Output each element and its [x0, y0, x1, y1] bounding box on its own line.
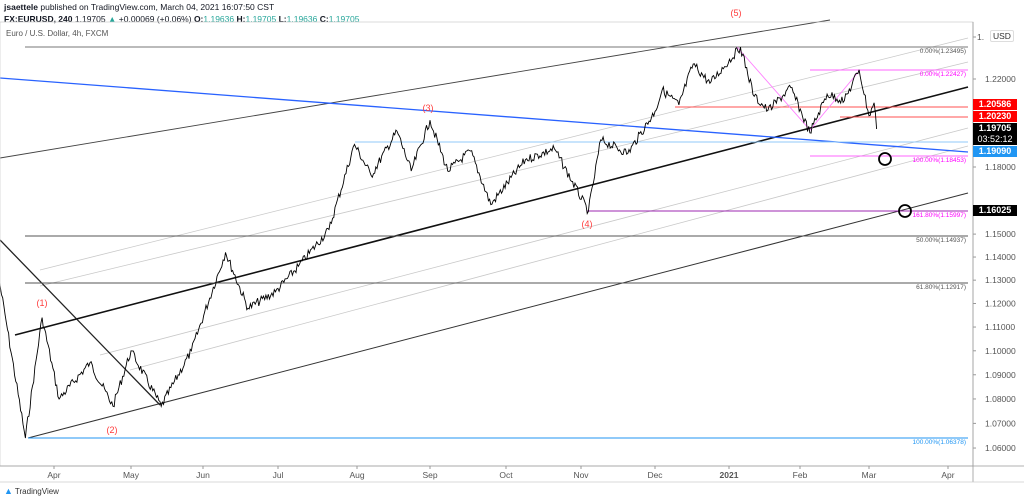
- price-tick-label: 1.06000: [985, 443, 1016, 453]
- price-badge: 1.20230: [973, 111, 1017, 122]
- triangle-up-icon: ▲: [107, 14, 117, 24]
- price-tick-label: 1.18000: [985, 162, 1016, 172]
- abc-pattern-line: [736, 46, 861, 131]
- last-price-badge: 1.19705: [973, 123, 1017, 134]
- lower-channel-line: [27, 192, 969, 439]
- wave-label-3: (3): [423, 103, 434, 113]
- price-tick-label: 1.11000: [985, 322, 1015, 332]
- price-tick-label: 1.22000: [985, 74, 1016, 84]
- wave-label-1: (1): [37, 298, 48, 308]
- fib-label: 61.80%(1.12917): [916, 284, 966, 291]
- time-tick-label: Jun: [196, 470, 210, 480]
- low-value: 1.19636: [286, 14, 318, 24]
- time-tick-label: Jul: [273, 470, 284, 480]
- close-label: C:: [319, 14, 329, 24]
- target-circle: [898, 204, 912, 218]
- time-tick-label: Aug: [349, 470, 364, 480]
- price-tick-label: 1.10000: [985, 346, 1016, 356]
- fib-label: 0.00%(1.22427): [920, 71, 966, 78]
- price-series: [0, 47, 878, 439]
- annotations: (1) (2) (3) (4) (5) 0.00%(1.23495) 50.00…: [37, 8, 967, 446]
- open-label: O:: [193, 14, 204, 24]
- tradingview-logo-icon: ▲: [4, 486, 13, 496]
- price-tick-label: 1.12000: [985, 298, 1016, 308]
- axes: 1. 1.22000 1.18000 1.15000 1.14000 1.13000 1.1…: [0, 21, 1024, 483]
- brand-name: TradingView: [14, 486, 59, 496]
- price-tick-label: 1.15000: [985, 229, 1016, 239]
- chart-legend: Euro / U.S. Dollar, 4h, FXCM: [6, 29, 109, 38]
- high-label: H:: [236, 14, 246, 24]
- channel-line: [129, 145, 969, 371]
- upper-channel-line: [0, 19, 831, 159]
- descending-trendline: [0, 239, 161, 406]
- fib-label: 161.80%(1.15997): [913, 212, 967, 219]
- target-circle: [878, 152, 892, 166]
- symbol: FX:EURUSD, 240: [4, 14, 73, 24]
- channel-line: [39, 61, 969, 287]
- channel-line: [39, 37, 969, 271]
- time-tick-label: 2021: [720, 470, 739, 480]
- price-badge: 1.19090: [973, 146, 1017, 157]
- published-text: published on TradingView.com, March 04, …: [40, 2, 275, 12]
- wave-label-5: (5): [731, 8, 742, 18]
- price-tick-label: 1.14000: [985, 252, 1016, 262]
- symbol-info: FX:EURUSD, 240 1.19705 ▲ +0.00069 (+0.06…: [4, 14, 359, 24]
- time-tick-label: Oct: [499, 470, 513, 480]
- low-label: L:: [278, 14, 287, 24]
- open-value: 1.19636: [203, 14, 235, 24]
- fib-label: 0.00%(1.23495): [920, 48, 966, 55]
- channel-line: [99, 127, 969, 356]
- close-value: 1.19705: [328, 14, 360, 24]
- time-tick-label: Mar: [862, 470, 877, 480]
- last-price: 1.19705: [74, 14, 106, 24]
- price-tick-label: 1.09000: [985, 370, 1016, 380]
- author[interactable]: jsaettele: [4, 2, 39, 12]
- price-tick-label: 1.13000: [985, 275, 1016, 285]
- high-value: 1.19705: [245, 14, 277, 24]
- price-tick-label: 1.08000: [985, 394, 1016, 404]
- blue-trendline: [0, 77, 969, 153]
- price-tick-label: 1.: [977, 32, 984, 42]
- change: +0.00069 (+0.06%): [118, 14, 192, 24]
- fib-label: 100.00%(1.18453): [913, 157, 967, 164]
- wave-label-4: (4): [582, 219, 593, 229]
- tradingview-logo[interactable]: ▲ TradingView: [4, 486, 59, 496]
- fib-label: 50.00%(1.14937): [916, 237, 966, 244]
- drawings: [0, 19, 969, 439]
- time-tick-label: Nov: [573, 470, 589, 480]
- price-badge: 1.20586: [973, 99, 1017, 110]
- time-tick-label: Feb: [793, 470, 808, 480]
- time-tick-label: Sep: [422, 470, 437, 480]
- time-tick-label: May: [123, 470, 140, 480]
- currency-button[interactable]: USD: [990, 30, 1014, 42]
- time-tick-label: Apr: [941, 470, 954, 480]
- price-line: [0, 47, 878, 439]
- wave-label-2: (2): [107, 425, 118, 435]
- time-tick-label: Dec: [647, 470, 663, 480]
- publish-info: jsaettele published on TradingView.com, …: [4, 2, 274, 12]
- fib-label: 100.00%(1.06378): [913, 439, 967, 446]
- time-tick-label: Apr: [47, 470, 60, 480]
- price-tick-label: 1.07000: [985, 418, 1016, 428]
- price-badge: 1.16025: [973, 205, 1017, 216]
- countdown-badge: 03:52:12: [973, 134, 1017, 145]
